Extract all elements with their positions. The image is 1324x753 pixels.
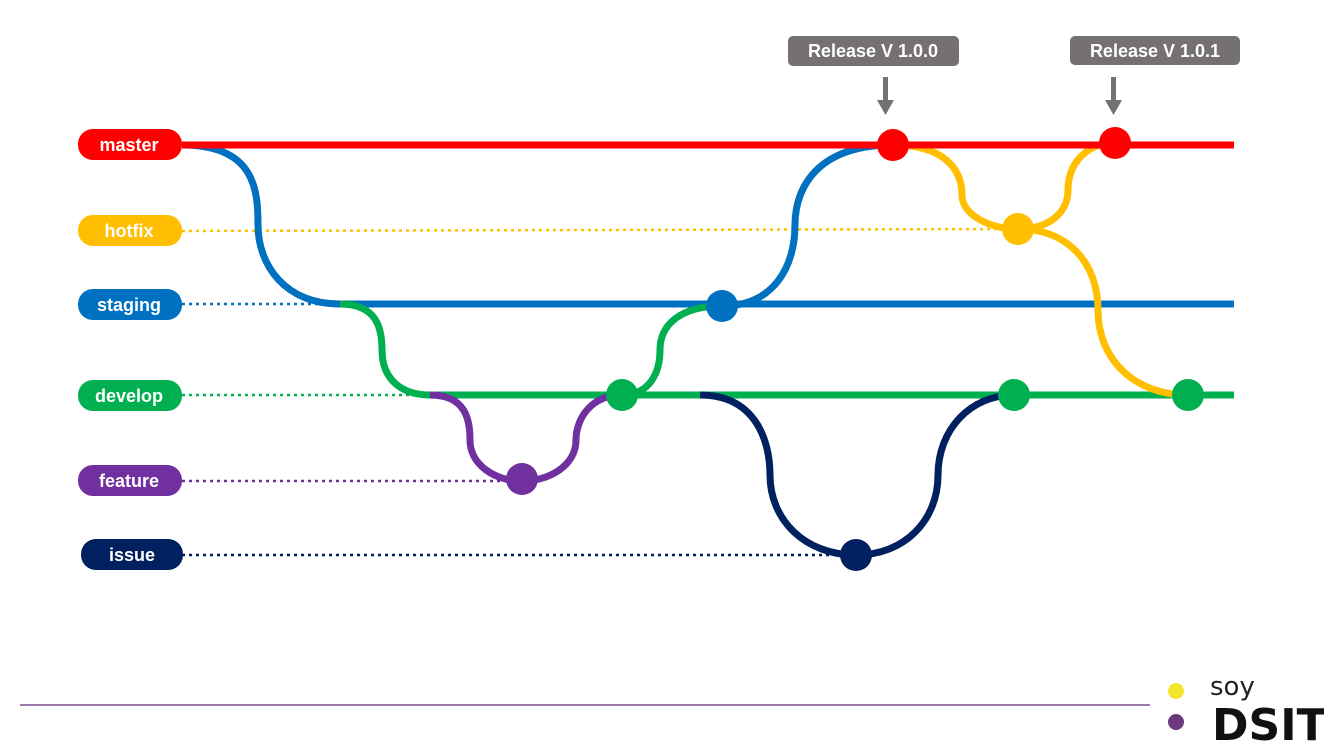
release-tag-2: Release V 1.0.1 <box>1070 36 1240 115</box>
release-text-1: Release V 1.0.0 <box>808 41 938 61</box>
commit-develop-2 <box>998 379 1030 411</box>
commit-feature <box>506 463 538 495</box>
commit-issue <box>840 539 872 571</box>
staging-to-develop-curve <box>339 300 431 399</box>
pill-hotfix <box>78 215 182 246</box>
release-tags: Release V 1.0.0 Release V 1.0.1 <box>788 36 1240 115</box>
issue-curve <box>699 391 1015 559</box>
hotfix-out-curve <box>892 141 1019 233</box>
pill-issue-text: issue <box>109 545 155 565</box>
pill-feature <box>78 465 182 496</box>
pill-feature-text: feature <box>99 471 159 491</box>
pill-master-text: master <box>99 135 158 155</box>
commit-master-release-2 <box>1099 127 1131 159</box>
release-box-1 <box>788 36 959 66</box>
logo-dsit-text: DSIT <box>1212 700 1324 751</box>
branch-label-master: master <box>78 129 182 160</box>
hotfix-to-master-curve <box>1017 139 1116 233</box>
commit-hotfix <box>1002 213 1034 245</box>
pill-master <box>78 129 182 160</box>
branch-labels: master hotfix staging develop feature is… <box>78 129 183 570</box>
commit-develop-3 <box>1172 379 1204 411</box>
commit-staging <box>706 290 738 322</box>
pill-develop <box>78 380 182 411</box>
commit-master-release-1 <box>877 129 909 161</box>
develop-to-staging-curve <box>621 302 723 399</box>
branch-label-feature: feature <box>78 465 182 496</box>
logo-soy-text: soy <box>1210 672 1255 702</box>
down-arrow-icon <box>1105 77 1122 115</box>
logo-dot-purple <box>1168 714 1184 730</box>
branch-label-staging: staging <box>78 289 182 320</box>
pill-staging <box>78 289 182 320</box>
branch-label-hotfix: hotfix <box>78 215 182 246</box>
commit-develop-1 <box>606 379 638 411</box>
pill-develop-text: develop <box>95 386 163 406</box>
commit-nodes <box>506 127 1204 571</box>
pill-staging-text: staging <box>97 295 161 315</box>
hotfix-guide <box>181 227 1011 233</box>
logo-dot-yellow <box>1168 683 1184 699</box>
release-text-2: Release V 1.0.1 <box>1090 41 1220 61</box>
release-tag-1: Release V 1.0.0 <box>788 36 959 115</box>
release-box-2 <box>1070 36 1240 65</box>
dotted-guides <box>181 227 1011 557</box>
master-to-staging-curve <box>181 141 341 308</box>
down-arrow-icon <box>877 77 894 115</box>
brand-logo: soy DSIT <box>1168 672 1324 751</box>
staging-to-master-curve <box>721 141 894 310</box>
branch-label-develop: develop <box>78 380 182 411</box>
pill-issue <box>81 539 183 570</box>
branch-label-issue: issue <box>81 539 183 570</box>
pill-hotfix-text: hotfix <box>105 221 154 241</box>
hotfix-to-develop-curve <box>1017 225 1189 399</box>
